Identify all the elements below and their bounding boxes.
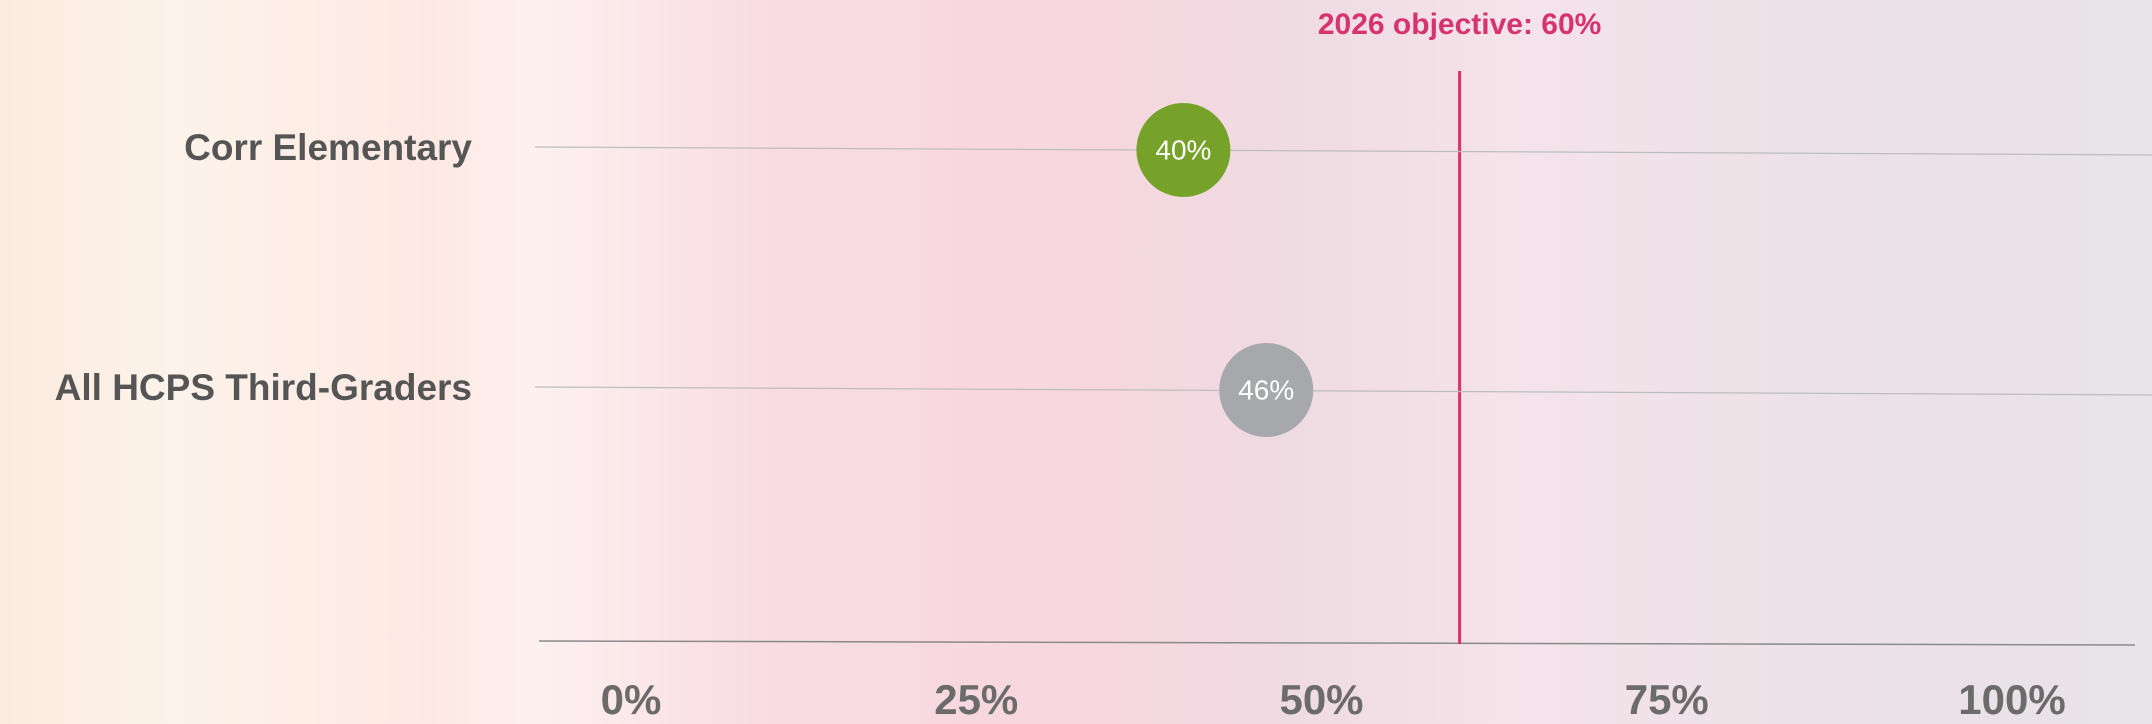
category-label: All HCPS Third-Graders xyxy=(55,367,472,408)
x-tick-label: 25% xyxy=(934,676,1018,723)
dot xyxy=(1136,103,1231,197)
x-tick-label: 50% xyxy=(1279,676,1363,723)
row-line xyxy=(534,386,2152,396)
row-line xyxy=(534,146,2152,156)
dot xyxy=(1219,343,1314,437)
category-label: Corr Elementary xyxy=(184,127,472,168)
x-tick-label: 0% xyxy=(601,676,662,723)
x-tick-label: 75% xyxy=(1625,676,1709,723)
data-label: 46% xyxy=(1238,374,1294,405)
x-axis-line xyxy=(538,640,2136,646)
x-tick-label: 100% xyxy=(1958,676,2065,723)
data-label: 40% xyxy=(1155,134,1211,165)
target-label: 2026 objective: 60% xyxy=(1318,8,1602,41)
